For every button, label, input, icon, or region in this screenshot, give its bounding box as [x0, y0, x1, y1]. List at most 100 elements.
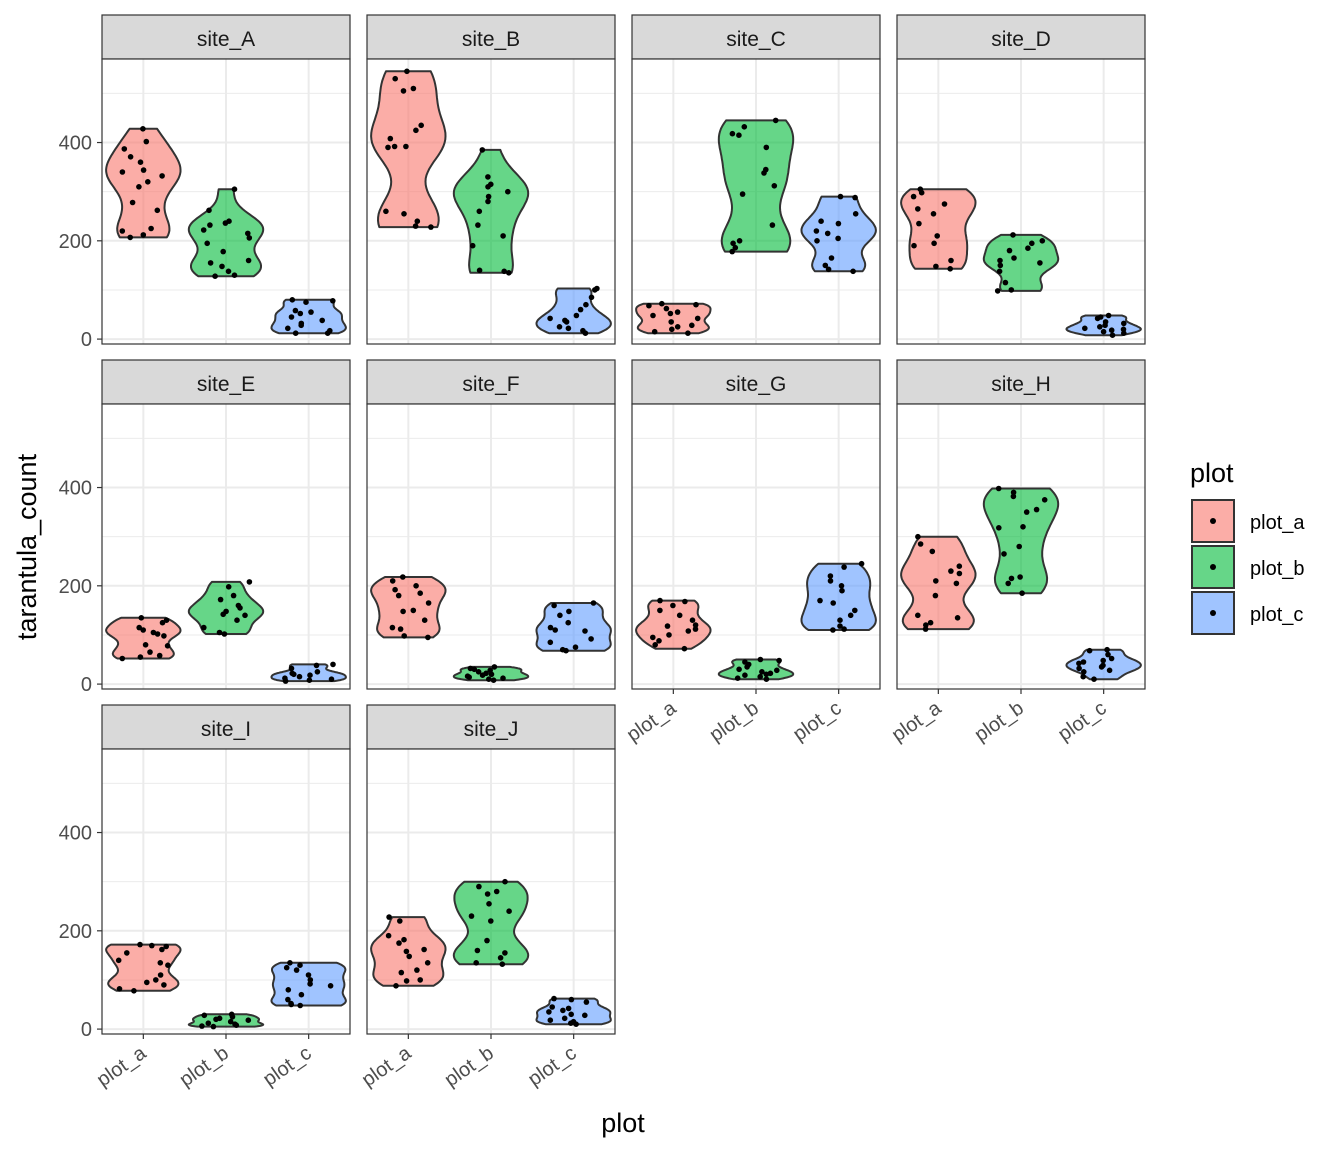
data-point: [744, 664, 750, 670]
data-point: [404, 68, 410, 75]
data-point: [324, 330, 331, 337]
data-point: [163, 943, 169, 950]
data-point: [772, 117, 779, 124]
data-point: [157, 972, 164, 978]
data-point: [669, 326, 675, 333]
data-point: [729, 130, 736, 137]
data-point: [400, 608, 406, 615]
data-point: [948, 568, 954, 574]
data-point: [484, 891, 491, 897]
legend-key-point: [1210, 518, 1216, 524]
data-point: [142, 642, 149, 648]
data-point: [670, 602, 676, 609]
legend-key-point: [1210, 564, 1216, 570]
facet-strip-label: site_J: [464, 718, 519, 741]
data-point: [837, 623, 843, 629]
data-point: [307, 977, 314, 983]
panel-border: [366, 403, 616, 690]
data-point: [500, 675, 506, 681]
data-point: [551, 602, 557, 609]
data-point: [689, 617, 696, 623]
violin-plot_a: [105, 127, 182, 239]
violin-plot_a: [900, 188, 977, 270]
x-tick-label: plot_c: [259, 1042, 315, 1091]
data-point: [1037, 260, 1043, 266]
data-point: [732, 244, 739, 251]
data-point: [400, 88, 407, 94]
data-point: [403, 143, 409, 150]
data-point: [136, 184, 142, 190]
data-point: [140, 126, 146, 132]
data-point: [850, 268, 856, 275]
data-point: [392, 586, 398, 593]
data-point: [1010, 489, 1017, 496]
data-point: [1098, 664, 1105, 670]
data-point: [818, 218, 824, 224]
data-point: [681, 645, 688, 652]
data-point: [692, 626, 699, 632]
data-point: [119, 169, 126, 175]
data-point: [392, 75, 399, 82]
data-point: [776, 657, 782, 664]
data-point: [386, 914, 392, 920]
data-point: [246, 235, 253, 241]
data-point: [231, 272, 238, 279]
data-point: [822, 262, 829, 269]
data-point: [839, 587, 845, 594]
data-point: [229, 1014, 236, 1020]
x-tick-label: plot_c: [789, 697, 845, 746]
data-point: [825, 266, 832, 273]
violin-plot_b: [717, 119, 795, 253]
data-point: [297, 1002, 304, 1009]
data-point: [242, 612, 248, 619]
data-point: [1029, 240, 1035, 247]
data-point: [1019, 590, 1025, 596]
data-point: [428, 224, 434, 230]
data-point: [757, 673, 763, 680]
data-point: [127, 234, 133, 241]
data-point: [734, 675, 741, 681]
x-tick-label: plot_a: [888, 697, 946, 747]
data-point: [397, 918, 403, 924]
data-point: [858, 560, 865, 567]
data-point: [837, 193, 844, 200]
data-point: [297, 962, 303, 968]
facet-strip-label: site_H: [991, 373, 1051, 396]
panel-border: [101, 403, 351, 690]
data-point: [560, 1007, 566, 1014]
data-point: [387, 135, 394, 142]
data-point: [233, 1022, 240, 1028]
facet-panel-site_I: site_I 0 200 400 plot_a plot_b plot_c: [59, 704, 351, 1091]
data-point: [1094, 315, 1101, 322]
y-tick-label: 0: [81, 674, 92, 696]
facet-panel-site_H: site_H plot_a plot_b plot_c: [888, 359, 1146, 747]
data-point: [124, 950, 130, 956]
data-point: [565, 325, 572, 332]
data-point: [289, 297, 296, 303]
data-point: [656, 638, 662, 644]
data-point: [994, 288, 1001, 294]
data-point: [148, 225, 154, 232]
data-point: [757, 656, 764, 663]
data-point: [138, 615, 145, 621]
data-point: [668, 319, 674, 325]
data-point: [1121, 320, 1127, 327]
data-point: [159, 173, 165, 179]
data-point: [827, 573, 834, 579]
data-point: [204, 240, 210, 247]
data-point: [159, 619, 166, 626]
data-point: [1039, 238, 1046, 244]
data-point: [1080, 659, 1087, 665]
y-tick-label: 200: [59, 576, 92, 598]
data-point: [328, 676, 335, 682]
data-point: [923, 622, 929, 628]
data-point: [207, 260, 214, 266]
data-point: [995, 485, 1002, 492]
data-point: [129, 199, 136, 206]
x-tick-label: plot_c: [524, 1042, 580, 1091]
data-point: [212, 273, 218, 280]
data-point: [292, 330, 299, 337]
x-tick-label: plot_b: [176, 1042, 233, 1091]
data-point: [1006, 247, 1013, 254]
data-point: [1010, 493, 1017, 500]
